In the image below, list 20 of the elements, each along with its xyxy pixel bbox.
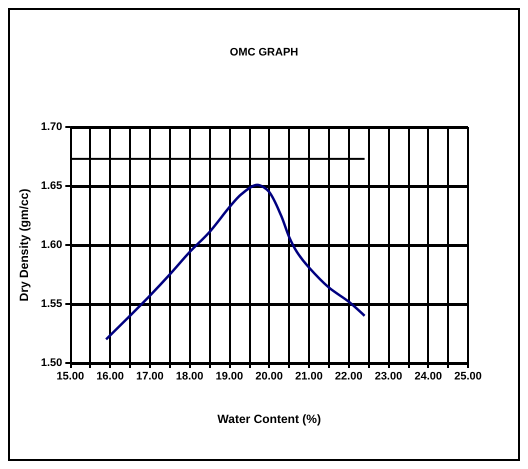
x-tick-label: 17.00 [136,370,164,382]
x-tick-label: 23.00 [374,370,402,382]
y-tick-label: 1.55 [40,298,62,310]
x-tick-label: 20.00 [255,370,283,382]
y-tick-label: 1.65 [40,180,62,192]
chart-title: OMC GRAPH [230,46,298,58]
y-tick-label: 1.60 [40,239,62,251]
x-tick-label: 25.00 [454,370,482,382]
x-axis-title: Water Content (%) [217,412,321,426]
x-tick-label: 22.00 [334,370,362,382]
y-tick-label: 1.70 [40,121,62,133]
line-series [104,184,366,341]
x-tick-label: 21.00 [295,370,323,382]
y-tick-label: 1.50 [40,357,62,369]
x-tick-label: 24.00 [414,370,442,382]
x-tick-label: 15.00 [56,370,84,382]
x-tick-label: 19.00 [216,370,244,382]
y-axis-title: Dry Density (gm/cc) [17,188,31,302]
x-tick-label: 18.00 [176,370,204,382]
x-tick-label: 16.00 [96,370,124,382]
